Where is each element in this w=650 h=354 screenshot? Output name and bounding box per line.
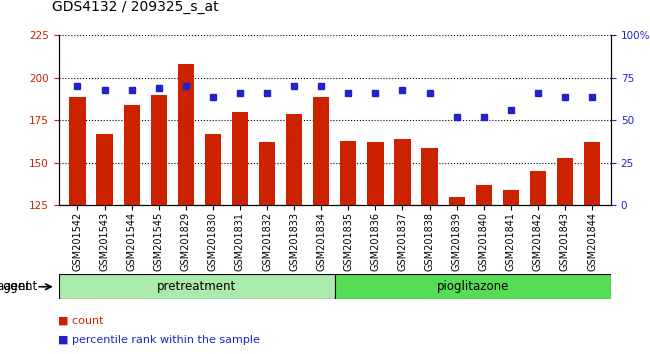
Bar — [313, 97, 330, 205]
Bar — [584, 142, 600, 205]
Text: agent: agent — [3, 280, 38, 293]
Bar — [421, 148, 437, 205]
Text: GDS4132 / 209325_s_at: GDS4132 / 209325_s_at — [52, 0, 218, 14]
Bar — [177, 64, 194, 205]
Text: ■ percentile rank within the sample: ■ percentile rank within the sample — [58, 335, 261, 345]
Text: pioglitazone: pioglitazone — [437, 280, 509, 293]
Bar — [205, 134, 221, 205]
Bar — [476, 185, 492, 205]
Bar — [124, 105, 140, 205]
Bar — [70, 97, 86, 205]
Bar — [232, 112, 248, 205]
Bar — [259, 142, 275, 205]
Bar — [367, 142, 383, 205]
Bar — [502, 190, 519, 205]
Bar — [151, 95, 167, 205]
Bar — [530, 171, 546, 205]
Text: ■ count: ■ count — [58, 315, 104, 325]
Text: pretreatment: pretreatment — [157, 280, 236, 293]
Bar — [286, 114, 302, 205]
Bar — [58, 274, 335, 299]
Bar — [96, 134, 112, 205]
Bar — [335, 274, 611, 299]
Text: agent: agent — [0, 280, 31, 293]
Bar — [340, 141, 356, 205]
Bar — [557, 158, 573, 205]
Bar — [448, 197, 465, 205]
Bar — [395, 139, 411, 205]
